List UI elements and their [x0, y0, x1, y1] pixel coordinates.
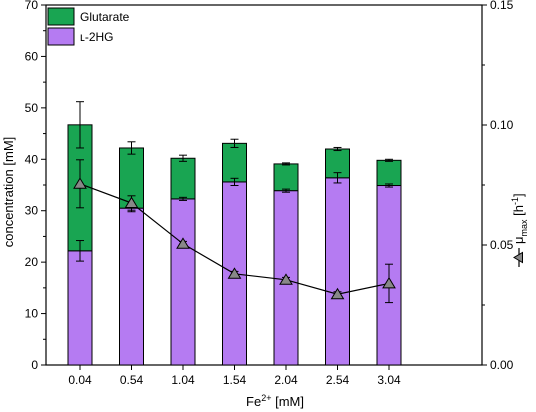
- plot-frame: [45, 4, 483, 366]
- y2-axis-label-group: μmax [h-1]: [510, 193, 529, 267]
- x-label-main: Fe: [246, 394, 261, 409]
- mu-max-point-0: [73, 177, 87, 189]
- y-axis-label: concentration [mM]: [1, 137, 16, 248]
- y2-tick-label-2: 0.10: [490, 118, 514, 132]
- y2-tick-label-3: 0.15: [490, 0, 514, 12]
- legend-label-glutarate: Glutarate: [80, 10, 130, 24]
- x-tick-label-1: 0.54: [120, 373, 144, 387]
- y2-legend-marker: [513, 251, 523, 264]
- x-label-unit: [mM]: [271, 394, 304, 409]
- mu-max-point-6: [382, 276, 396, 289]
- errorbar-l2hg-5: [333, 172, 342, 184]
- y2-label-end: ]: [511, 193, 526, 197]
- y-tick-label-2: 20: [25, 255, 39, 269]
- bar-glutarate-2: [170, 157, 196, 200]
- bar-l2hg-2: [170, 198, 196, 366]
- x-tick-label-2: 1.04: [171, 373, 195, 387]
- mu-max-point-3: [227, 267, 242, 279]
- errorbar-l2hg-4: [282, 188, 290, 193]
- x-axis-label: Fe2+ [mM]: [246, 393, 304, 409]
- errorbar-glutarate-3: [230, 138, 239, 148]
- y-tick-label-3: 30: [25, 204, 39, 218]
- y-tick-label-1: 10: [25, 307, 39, 321]
- y2-label-sup: -1: [510, 197, 520, 205]
- errorbar-l2hg-6: [385, 183, 393, 188]
- errorbar-glutarate-0: [76, 101, 84, 149]
- mu-max-point-1: [124, 196, 139, 208]
- legend: Glutarate ʟ-2HG: [47, 7, 130, 46]
- y2-label-main: μ: [511, 237, 526, 245]
- x-tick-label-4: 2.04: [274, 373, 298, 387]
- mu-max-point-4: [279, 273, 293, 285]
- x-tick-label-0: 0.04: [68, 373, 92, 387]
- bar-l2hg-0: [67, 250, 93, 366]
- x-tick-label-3: 1.54: [223, 373, 247, 387]
- legend-label-l2hg: ʟ-2HG: [80, 30, 114, 44]
- bar-glutarate-6: [376, 159, 402, 187]
- y2-tick-label-1: 0.05: [490, 238, 514, 252]
- bar-glutarate-4: [273, 163, 299, 192]
- y-tick-label-0: 0: [31, 358, 38, 372]
- errorbar-l2hg-2: [179, 196, 187, 201]
- y-tick-label-4: 40: [25, 152, 39, 166]
- mu-max-point-2: [176, 237, 190, 249]
- y2-axis-label: μmax [h-1]: [510, 193, 529, 244]
- bar-l2hg-1: [119, 207, 144, 366]
- errorbar-l2hg-0: [76, 240, 84, 262]
- errorbar-glutarate-2: [179, 154, 187, 162]
- y-tick-label-5: 50: [25, 101, 39, 115]
- plot-border: [45, 4, 483, 366]
- legend-swatch-l2hg: [47, 27, 75, 46]
- y2-label-sub: max: [519, 219, 529, 237]
- bar-glutarate-3: [222, 142, 247, 183]
- y2-label-unit: [h: [511, 205, 526, 219]
- errorbar-glutarate-1: [127, 141, 136, 155]
- errorbar-glutarate-6: [385, 158, 393, 162]
- x-tick-label-5: 2.54: [326, 373, 350, 387]
- errorbar-l2hg-3: [230, 177, 239, 187]
- bar-l2hg-5: [325, 177, 350, 366]
- y-tick-label-6: 60: [25, 49, 39, 63]
- x-tick-label-6: 3.04: [377, 373, 401, 387]
- errorbar-glutarate-4: [282, 162, 290, 166]
- errorbar-glutarate-5: [333, 146, 342, 152]
- legend-swatch-glutarate: [47, 7, 75, 26]
- mu-max-point-5: [330, 287, 345, 300]
- y-tick-label-7: 70: [25, 0, 39, 12]
- x-label-sup: 2+: [261, 393, 271, 403]
- axes-layer: 0 10 20 30 40 50 60 70 0.00 0.05 0.10 0.15 0.04 0.54 1…: [25, 0, 514, 387]
- bars-layer: [67, 101, 402, 366]
- mu-max-line-layer: [73, 159, 396, 304]
- y2-tick-label-0: 0.00: [490, 358, 514, 372]
